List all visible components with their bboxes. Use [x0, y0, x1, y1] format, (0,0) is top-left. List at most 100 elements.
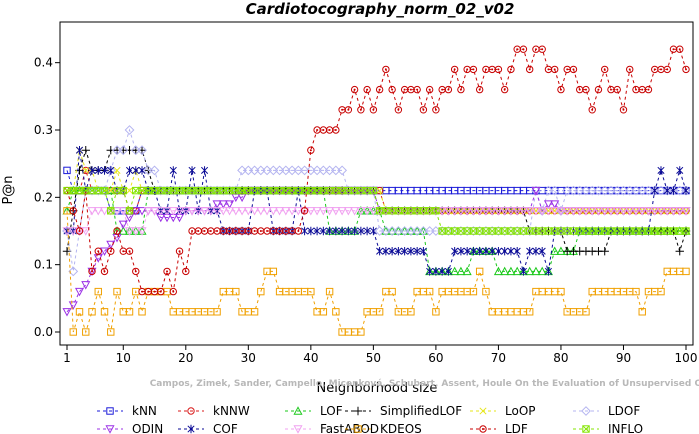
data-point: [99, 207, 110, 216]
series-ldf: [63, 45, 690, 296]
data-point: [137, 207, 147, 216]
legend-item-cof: COF: [178, 422, 238, 434]
legend-item-ldf: LDF: [470, 422, 528, 434]
data-point: [500, 266, 510, 276]
data-point: [531, 266, 541, 276]
data-point: [663, 186, 671, 195]
data-point: [150, 186, 159, 195]
data-point: [243, 207, 253, 216]
data-point: [149, 207, 160, 216]
data-point: [575, 207, 585, 216]
data-point: [657, 227, 665, 235]
data-point: [107, 207, 115, 215]
data-point: [544, 267, 552, 276]
data-point: [350, 207, 360, 216]
data-point: [469, 247, 477, 256]
data-point: [500, 207, 510, 216]
data-point: [419, 106, 428, 114]
data-point: [556, 246, 566, 255]
data-point: [531, 207, 541, 216]
data-point: [476, 247, 484, 256]
data-point: [650, 207, 660, 216]
data-point: [582, 308, 590, 316]
data-point: [469, 287, 478, 296]
data-point: [537, 207, 547, 216]
data-point: [557, 85, 565, 94]
data-point: [401, 247, 409, 256]
data-point: [125, 308, 134, 316]
legend-label: KDEOS: [380, 422, 422, 434]
data-point: [675, 247, 684, 256]
y-tick-label: 0.1: [34, 258, 53, 272]
data-point: [112, 207, 122, 216]
data-point: [444, 267, 452, 276]
data-point: [82, 166, 90, 174]
data-point: [544, 207, 552, 215]
data-point: [300, 207, 309, 215]
data-point: [550, 65, 559, 74]
data-point: [588, 207, 596, 215]
legend-item-kdeos: KDEOS: [345, 422, 422, 434]
data-point: [107, 166, 115, 175]
data-point: [443, 207, 453, 216]
data-point: [525, 65, 534, 74]
legend-label: LoOP: [505, 404, 536, 418]
x-axis-label: Neighborhood size: [317, 381, 438, 396]
data-point: [388, 287, 396, 296]
data-point: [212, 200, 222, 209]
data-point: [582, 85, 590, 94]
data-point: [344, 106, 353, 114]
data-point: [118, 207, 128, 216]
data-point: [125, 166, 134, 175]
data-point: [93, 207, 103, 216]
data-point: [644, 85, 653, 94]
data-point: [463, 65, 471, 74]
data-point: [332, 308, 340, 316]
data-point: [482, 287, 490, 296]
data-point: [113, 166, 121, 174]
data-point: [131, 207, 141, 216]
data-point: [275, 207, 285, 216]
x-tick-label: 90: [616, 351, 631, 365]
data-point: [469, 227, 478, 235]
data-point: [407, 247, 415, 256]
data-point: [294, 227, 303, 235]
data-point: [682, 186, 690, 195]
x-tick-label: 20: [178, 351, 193, 365]
data-point: [576, 85, 584, 94]
data-point: [99, 247, 110, 256]
data-point: [107, 247, 115, 255]
data-point: [587, 207, 597, 216]
legend-label: INFLO: [608, 422, 643, 434]
data-point: [319, 126, 328, 134]
data-point: [293, 425, 303, 434]
data-point: [669, 186, 678, 195]
data-point: [550, 246, 560, 255]
data-point: [307, 146, 315, 154]
data-point: [681, 207, 691, 216]
data-point: [319, 226, 327, 236]
data-point: [193, 207, 203, 216]
data-point: [218, 200, 228, 209]
data-point: [125, 207, 134, 215]
data-point: [450, 65, 459, 74]
data-point: [619, 106, 628, 114]
data-point: [131, 227, 141, 236]
data-point: [475, 85, 484, 94]
data-point: [450, 207, 460, 216]
x-tick-label: 10: [116, 351, 131, 365]
y-tick-label: 0.4: [34, 56, 53, 70]
data-point: [250, 308, 259, 316]
data-point: [375, 85, 384, 94]
data-point: [513, 45, 521, 53]
data-point: [353, 406, 363, 416]
legend-label: ODIN: [132, 422, 163, 434]
data-point: [493, 266, 503, 276]
data-point: [432, 267, 440, 276]
x-tick-label: 80: [553, 351, 568, 365]
data-point: [376, 247, 384, 256]
data-point: [318, 207, 328, 216]
data-point: [638, 227, 646, 235]
data-point: [682, 267, 690, 276]
data-point: [682, 227, 690, 235]
